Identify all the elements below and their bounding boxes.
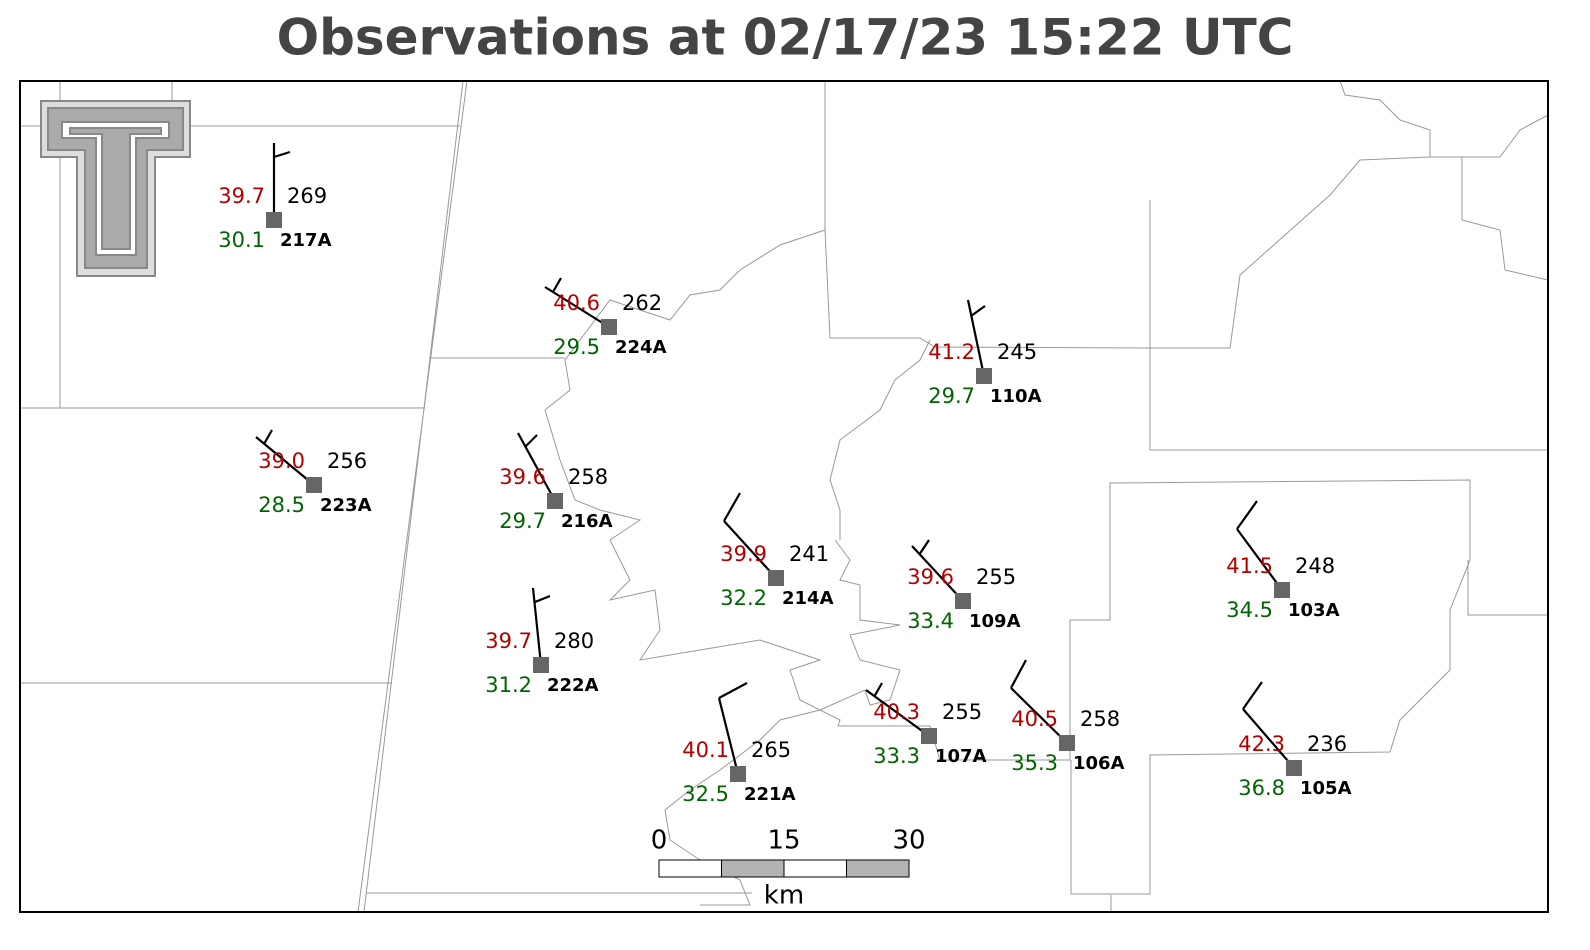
temperature: 39.6 — [907, 565, 954, 589]
station-id: 105A — [1300, 778, 1352, 799]
scale-label: 15 — [767, 826, 800, 856]
temperature: 41.5 — [1226, 554, 1273, 578]
pressure: 262 — [622, 291, 662, 315]
station-id: 106A — [1073, 753, 1125, 774]
temperature: 40.5 — [1011, 707, 1058, 731]
scale-label: 0 — [651, 826, 668, 856]
station-marker — [547, 493, 563, 509]
pressure: 258 — [568, 465, 608, 489]
wind-barb — [255, 429, 315, 486]
dewpoint: 36.8 — [1238, 776, 1285, 800]
dewpoint: 29.7 — [928, 384, 975, 408]
temperature: 40.6 — [553, 291, 600, 315]
station-marker — [1059, 735, 1075, 751]
station-marker — [306, 477, 322, 493]
temperature: 39.7 — [218, 184, 265, 208]
station-id: 110A — [990, 386, 1042, 407]
station-id: 107A — [935, 746, 987, 767]
station-id: 224A — [615, 337, 667, 358]
boundaries — [20, 80, 1549, 913]
temperature: 40.1 — [682, 738, 729, 762]
scale-label: 30 — [892, 826, 925, 856]
pressure: 255 — [976, 565, 1016, 589]
station-marker — [921, 728, 937, 744]
station-marker — [266, 212, 282, 228]
pressure: 265 — [751, 738, 791, 762]
wind-barb — [717, 682, 748, 775]
station-plots: 39.7 269 30.1 217A 40.6 262 29.5 224A 41.2 245 29.… — [218, 143, 1352, 806]
dewpoint: 34.5 — [1226, 598, 1273, 622]
wind-barb — [544, 277, 610, 328]
station-id: 216A — [561, 511, 613, 532]
pressure: 236 — [1307, 732, 1347, 756]
wind-barb — [723, 492, 777, 579]
wind-barb — [1010, 659, 1068, 744]
temperature: 41.2 — [928, 340, 975, 364]
station-marker — [533, 657, 549, 673]
temperature: 39.7 — [485, 629, 532, 653]
pressure: 248 — [1295, 554, 1335, 578]
station-id: 223A — [320, 495, 372, 516]
dewpoint: 32.2 — [720, 586, 767, 610]
pressure: 256 — [327, 449, 367, 473]
scale-bar: 0 15 30 km — [651, 826, 926, 911]
station-id: 214A — [782, 588, 834, 609]
pressure: 241 — [789, 542, 829, 566]
station-marker — [768, 570, 784, 586]
pressure: 245 — [997, 340, 1037, 364]
wind-barb — [272, 143, 291, 220]
station-id: 222A — [547, 675, 599, 696]
wind-barb — [1242, 681, 1295, 769]
station-marker — [730, 766, 746, 782]
dewpoint: 35.3 — [1011, 751, 1058, 775]
wind-barb — [531, 587, 551, 666]
pressure: 269 — [287, 184, 327, 208]
wind-barb — [1236, 500, 1283, 591]
temperature: 40.3 — [873, 700, 920, 724]
dewpoint: 32.5 — [682, 782, 729, 806]
wind-barb — [517, 432, 556, 502]
station-id: 217A — [280, 230, 332, 251]
scale-unit: km — [764, 881, 804, 911]
title: Observations at 02/17/23 15:22 UTC — [277, 9, 1294, 67]
dewpoint: 30.1 — [218, 228, 265, 252]
pressure: 255 — [942, 700, 982, 724]
temperature: 39.0 — [258, 449, 305, 473]
station-marker — [1286, 760, 1302, 776]
dewpoint: 33.4 — [907, 609, 954, 633]
pressure: 258 — [1080, 707, 1120, 731]
dewpoint: 31.2 — [485, 673, 532, 697]
station-id: 103A — [1288, 600, 1340, 621]
station-marker — [1274, 582, 1290, 598]
station-marker — [976, 368, 992, 384]
wind-barb — [966, 299, 986, 377]
map-frame — [19, 80, 1549, 913]
station-marker — [955, 593, 971, 609]
dewpoint: 29.5 — [553, 335, 600, 359]
logo — [40, 100, 191, 277]
wind-barb — [911, 539, 964, 602]
temperature: 39.6 — [499, 465, 546, 489]
wind-barb — [865, 682, 930, 737]
dewpoint: 29.7 — [499, 509, 546, 533]
station-id: 109A — [969, 611, 1021, 632]
dewpoint: 33.3 — [873, 744, 920, 768]
temperature: 39.9 — [720, 542, 767, 566]
dewpoint: 28.5 — [258, 493, 305, 517]
pressure: 280 — [554, 629, 594, 653]
temperature: 42.3 — [1238, 732, 1285, 756]
station-marker — [601, 319, 617, 335]
station-id: 221A — [744, 784, 796, 805]
